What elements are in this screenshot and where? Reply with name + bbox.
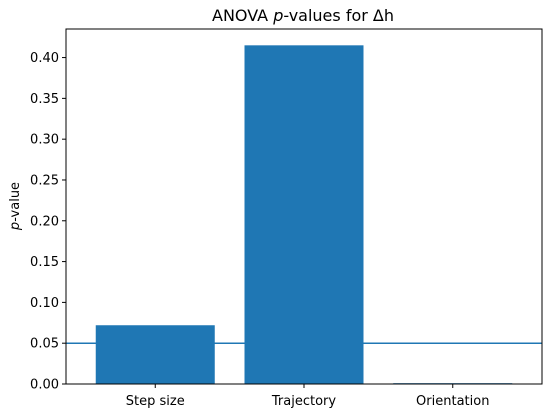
y-tick-label: 0.25	[30, 173, 59, 188]
plot-area: 0.00 0.05 0.10 0.15 0.20 0.25 0.30 0.35 0.40 Step…	[30, 28, 543, 409]
chart-title: ANOVA p-values for Δh	[212, 6, 394, 25]
y-tick-label: 0.40	[30, 51, 59, 66]
chart-title-suffix: -values for Δh	[283, 6, 394, 25]
bar-step-size	[95, 325, 215, 384]
y-tick-label: 0.35	[30, 92, 59, 107]
x-tick-label: Step size	[126, 394, 185, 409]
x-tick-label: Orientation	[416, 394, 489, 409]
x-tick-label: Trajectory	[271, 394, 336, 409]
y-axis-label-italic: p	[8, 222, 23, 231]
bar-trajectory	[244, 45, 364, 384]
chart-title-italic: p	[272, 6, 283, 25]
y-axis-label: p-value	[8, 182, 23, 231]
y-tick-label: 0.10	[30, 296, 59, 311]
y-tick-label: 0.15	[30, 255, 59, 270]
y-axis-label-suffix: -value	[8, 182, 23, 222]
chart-title-prefix: ANOVA	[212, 6, 273, 25]
y-tick-label: 0.05	[30, 337, 59, 352]
y-tick-label: 0.30	[30, 133, 59, 148]
y-tick-label: 0.20	[30, 214, 59, 229]
y-tick-label: 0.00	[30, 378, 59, 393]
